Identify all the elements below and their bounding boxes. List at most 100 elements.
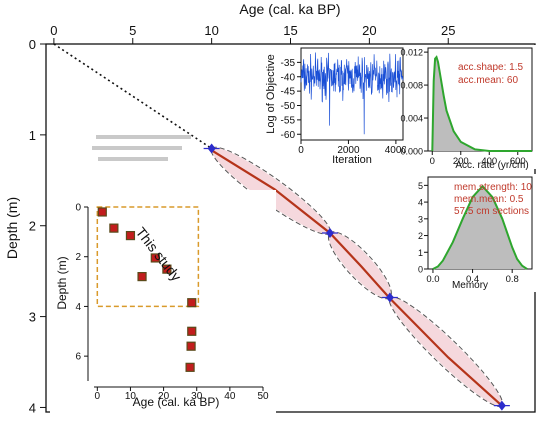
acc-density xyxy=(431,55,532,152)
mem-y-tick-label: 0 xyxy=(418,265,423,275)
mcmc-axes: 0 2000 4000 -35 -40 -45 -50 -55 -60 xyxy=(281,58,408,156)
acc-prior-curve xyxy=(431,55,532,152)
mcmc-x-axis-label: Iteration xyxy=(332,154,372,166)
mcmc-y-tick-label: -50 xyxy=(281,101,296,112)
compilation-y-tick-label: 4 xyxy=(75,302,81,313)
mem-x-tick-label: 0.4 xyxy=(466,274,479,285)
faint-text-line xyxy=(98,157,168,161)
compilation-y-tick-label: 2 xyxy=(75,252,81,263)
inset-background xyxy=(50,190,276,414)
faint-text-line xyxy=(96,135,191,139)
dated-sample-marker xyxy=(325,227,334,238)
memory-x-axis-label: Memory xyxy=(452,280,488,291)
mcmc-trace xyxy=(300,52,404,135)
compilation-y-axis-label: Depth (m) xyxy=(55,256,69,309)
acc-shape-annotation: acc.shape: 1.5 xyxy=(458,62,523,73)
main-y-axis: 0 1 2 3 4 xyxy=(29,37,46,415)
compilation-x-tick-label: 0 xyxy=(95,391,101,402)
mcmc-y-tick-label: -55 xyxy=(281,115,296,126)
mem-y-tick-label: 3 xyxy=(418,214,423,224)
x-tick-label: 20 xyxy=(362,23,376,38)
mem-strength-annotation: mem.strength: 10 xyxy=(454,182,532,193)
acc-density-fill xyxy=(432,57,532,151)
sections-annotation: 57.5 cm sections xyxy=(454,206,529,217)
y-tick-label: 1 xyxy=(29,128,36,143)
mcmc-x-tick-label: 0 xyxy=(298,145,304,156)
x-tick-label: 15 xyxy=(283,23,297,38)
mem-density-fill xyxy=(433,186,527,269)
compilation-x-tick-label: 20 xyxy=(158,391,170,402)
compilation-data-point xyxy=(187,326,197,336)
mem-y-tick-label: 1 xyxy=(418,248,423,258)
acc-x-tick-label: 200 xyxy=(453,156,469,167)
x-tick-label: 10 xyxy=(204,23,218,38)
faint-text-line xyxy=(92,146,182,150)
memory-density xyxy=(432,184,528,270)
y-tick-label: 0 xyxy=(29,37,36,52)
acc-x-tick-label: 0 xyxy=(430,156,435,167)
mem-y-tick-label: 4 xyxy=(418,198,423,208)
acc-x-axis-label: Acc. rate (yr/cm) xyxy=(455,160,528,171)
compilation-inset: 0 10 20 30 40 50 0 2 4 6 Age (cal. ka BP) Depth (… xyxy=(50,190,276,414)
mcmc-y-tick-label: -45 xyxy=(281,87,296,98)
acc-y-tick-label: 0.008 xyxy=(400,81,423,91)
compilation-data-point xyxy=(97,207,107,217)
memory-axes: 0.0 0.4 0.8 0 1 2 3 4 5 xyxy=(418,181,519,285)
mem-y-tick-label: 2 xyxy=(418,231,423,241)
mem-prior-curve xyxy=(432,184,528,270)
compilation-x-axis-label: Age (cal. ka BP) xyxy=(133,395,220,409)
acc-axes: 0 200 400 600 0.000 0.004 0.008 0.012 xyxy=(400,48,525,167)
mcmc-y-tick-label: -60 xyxy=(281,130,296,141)
mcmc-y-tick-label: -40 xyxy=(281,72,296,83)
compilation-x-tick-label: 40 xyxy=(224,391,236,402)
main-x-axis: 0 5 10 15 20 25 xyxy=(50,23,455,44)
mem-x-tick-label: 0.0 xyxy=(426,274,439,285)
mem-x-tick-label: 0.8 xyxy=(506,274,519,285)
main-x-axis-label: Age (cal. ka BP) xyxy=(239,1,340,17)
compilation-data-point xyxy=(150,253,160,263)
acc-y-tick-label: 0.004 xyxy=(400,114,423,124)
y-tick-label: 2 xyxy=(29,219,36,234)
acc-x-tick-label: 600 xyxy=(510,156,526,167)
x-tick-label: 5 xyxy=(129,23,136,38)
uncertainty-envelope xyxy=(389,296,503,407)
compilation-y-tick-label: 6 xyxy=(75,352,81,363)
y-tick-label: 4 xyxy=(29,400,36,415)
mcmc-y-tick-label: -35 xyxy=(281,58,296,69)
compilation-axes: 0 10 20 30 40 50 0 2 4 6 xyxy=(75,203,269,403)
compilation-x-tick-label: 50 xyxy=(257,391,269,402)
acc-y-tick-label: 0.000 xyxy=(400,147,423,157)
compilation-data-point xyxy=(187,298,197,308)
main-y-axis-label: Depth (m) xyxy=(4,197,20,259)
mem-y-tick-label: 5 xyxy=(418,181,423,191)
dated-sample-marker xyxy=(207,143,216,154)
compilation-x-tick-label: 10 xyxy=(125,391,137,402)
acc-rate-inset: 0 200 400 600 0.000 0.004 0.008 0.012 Acc. rate… xyxy=(400,45,542,171)
compilation-data-point xyxy=(109,223,119,233)
compilation-y-tick-label: 0 xyxy=(75,203,81,214)
compilation-points xyxy=(96,206,200,372)
compilation-x-tick-label: 30 xyxy=(191,391,203,402)
mcmc-y-axis-label: Log of Objective xyxy=(265,54,277,134)
this-study-box xyxy=(96,206,200,308)
mcmc-trace-line xyxy=(300,52,404,135)
mcmc-x-tick-label: 4000 xyxy=(385,145,408,156)
faint-background-text xyxy=(92,135,191,161)
y-tick-label: 3 xyxy=(29,310,36,325)
compilation-data-point xyxy=(186,341,196,351)
dated-sample-marker xyxy=(497,400,506,411)
acc-y-tick-label: 0.012 xyxy=(400,48,423,58)
x-tick-label: 0 xyxy=(50,23,57,38)
mem-mean-annotation: mem.mean: 0.5 xyxy=(454,194,524,205)
dated-sample-marker xyxy=(385,292,394,303)
acc-mean-annotation: acc.mean: 60 xyxy=(458,75,518,86)
compilation-data-point xyxy=(137,272,147,282)
mcmc-x-tick-label: 2000 xyxy=(337,145,360,156)
x-tick-label: 25 xyxy=(441,23,455,38)
acc-x-tick-label: 400 xyxy=(481,156,497,167)
compilation-data-point xyxy=(185,362,195,372)
compilation-data-point xyxy=(162,264,172,274)
age-depth-model-line xyxy=(211,149,503,407)
